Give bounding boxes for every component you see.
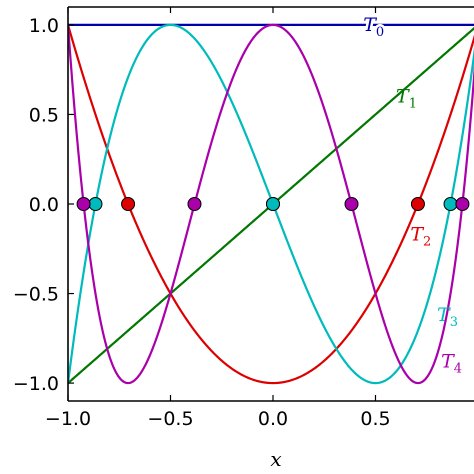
root-marker-t4-3 — [455, 197, 470, 211]
curve-label-layer: T0 T1 T2 T3 T4 — [361, 11, 462, 377]
x-tick-label: −1.0 — [45, 408, 91, 430]
x-tick-label: −0.5 — [147, 408, 193, 430]
root-marker-t2-0 — [121, 197, 136, 211]
root-marker-t3-2 — [443, 197, 458, 211]
root-marker-t4-1 — [187, 197, 202, 211]
x-axis-label: x — [270, 447, 281, 471]
curve-layer — [68, 23, 474, 385]
y-tick-label: 0.0 — [29, 194, 59, 216]
x-tick-label: 0.0 — [258, 408, 288, 430]
curve-label-t4: T4 — [441, 351, 462, 377]
y-tick-label: 1.0 — [29, 15, 59, 37]
curve-label-t1: T1 — [396, 86, 417, 112]
y-tick-label: −1.0 — [13, 373, 59, 395]
y-tick-label: 0.5 — [29, 104, 59, 126]
curve-t2 — [68, 24, 474, 385]
curve-t4 — [68, 23, 474, 385]
curve-label-t0: T0 — [363, 14, 384, 40]
root-marker-t3-1 — [266, 197, 280, 211]
curve-label-t3: T3 — [437, 304, 458, 330]
y-tick-label: −0.5 — [13, 284, 59, 306]
x-tick-label: 0.5 — [360, 408, 390, 430]
root-marker-layer — [76, 197, 470, 211]
root-marker-t2-1 — [410, 197, 425, 211]
root-marker-t3-0 — [88, 197, 103, 211]
curve-label-t2: T2 — [410, 223, 431, 249]
root-marker-t4-0 — [76, 197, 91, 211]
root-marker-t4-2 — [344, 197, 359, 211]
axes: −1.0 −0.5 0.0 0.5 1.0 0.5 0.0 −0.5 −1.0 — [13, 6, 474, 430]
